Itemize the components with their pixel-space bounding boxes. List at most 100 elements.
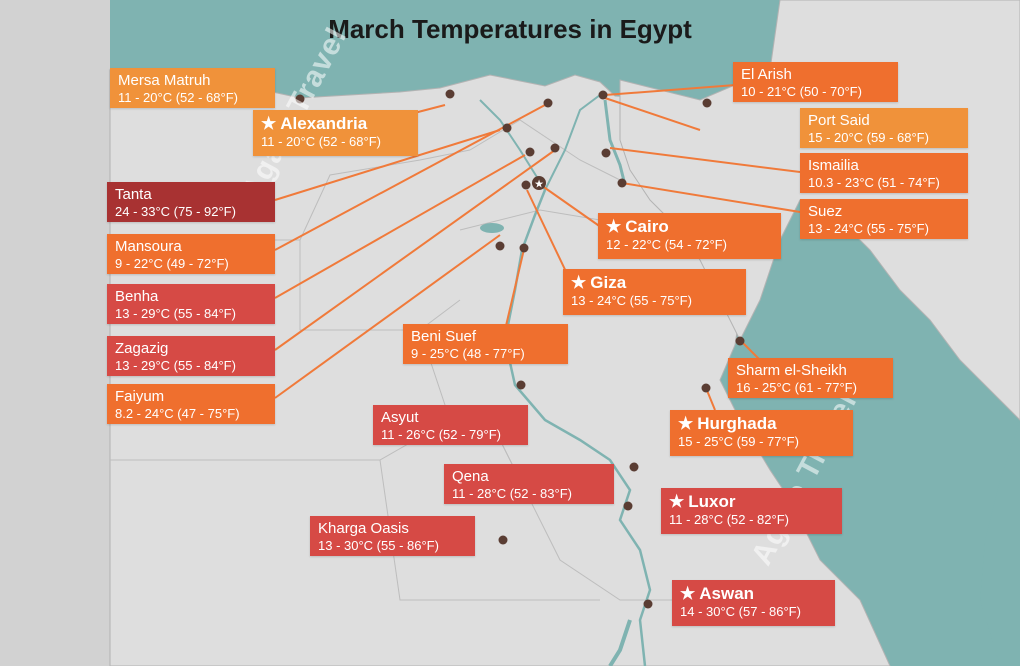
city-label-benha: Benha 13 - 29°C (55 - 84°F) (107, 284, 275, 324)
city-label-alexandria: ★ Alexandria 11 - 20°C (52 - 68°F) (253, 110, 418, 156)
city-temperature: 9 - 22°C (49 - 72°F) (115, 256, 229, 271)
dot-tanta (502, 123, 512, 133)
city-label-kharga-oasis: Kharga Oasis 13 - 30°C (55 - 86°F) (310, 516, 475, 556)
city-temperature: 13 - 24°C (55 - 75°F) (808, 221, 929, 236)
city-temperature: 13 - 29°C (55 - 84°F) (115, 358, 236, 373)
city-temperature: 13 - 30°C (55 - 86°F) (318, 538, 439, 553)
city-name: Sharm el-Sheikh (736, 362, 885, 380)
city-label-tanta: Tanta 24 - 33°C (75 - 92°F) (107, 182, 275, 222)
city-name: Tanta (115, 186, 267, 204)
city-dots (295, 89, 745, 609)
city-temperature: 11 - 20°C (52 - 68°F) (261, 134, 381, 150)
lake-qarun (480, 223, 504, 233)
star-icon: ★ (261, 114, 277, 133)
star-icon: ★ (680, 584, 696, 603)
city-label-beni-suef: Beni Suef 9 - 25°C (48 - 77°F) (403, 324, 568, 364)
city-name: Benha (115, 288, 267, 306)
city-name: El Arish (741, 66, 890, 84)
star-icon: ★ (669, 492, 685, 511)
city-label-cairo: ★ Cairo 12 - 22°C (54 - 72°F) (598, 213, 781, 259)
city-temperature: 10 - 21°C (50 - 70°F) (741, 84, 862, 99)
city-name: ★ Hurghada (678, 414, 845, 434)
city-name-text: Cairo (625, 217, 669, 236)
city-name-text: Kharga Oasis (318, 520, 409, 537)
nile-delta-west (479, 99, 546, 191)
city-temperature: 14 - 30°C (57 - 86°F) (680, 604, 801, 620)
libya-land (0, 0, 120, 666)
city-name: Kharga Oasis (318, 520, 467, 538)
city-name-text: Port Said (808, 112, 870, 129)
dot-benha (525, 147, 535, 157)
dot-mansoura (543, 98, 553, 108)
leader-lines (274, 79, 801, 411)
city-label-giza: ★ Giza 13 - 24°C (55 - 75°F) (563, 269, 746, 315)
city-temperature: 12 - 22°C (54 - 72°F) (606, 237, 727, 253)
dot-faiyum (495, 241, 505, 251)
city-name-text: Mersa Matruh (118, 72, 211, 89)
lake-nasser (608, 619, 632, 666)
city-label-sharm-el-sheikh: Sharm el-Sheikh 16 - 25°C (61 - 77°F) (728, 358, 893, 398)
dot-cairo (532, 176, 546, 190)
city-temperature: 11 - 28°C (52 - 83°F) (452, 486, 572, 501)
city-label-qena: Qena 11 - 28°C (52 - 83°F) (444, 464, 614, 504)
city-name: Mansoura (115, 238, 267, 256)
city-label-mersa-matruh: Mersa Matruh 11 - 20°C (52 - 68°F) (110, 68, 275, 108)
city-name: ★ Giza (571, 273, 738, 293)
dot-el-arish (702, 98, 712, 108)
city-temperature: 15 - 20°C (59 - 68°F) (808, 130, 929, 145)
city-name: Qena (452, 468, 606, 486)
city-label-mansoura: Mansoura 9 - 22°C (49 - 72°F) (107, 234, 275, 274)
city-name-text: Zagazig (115, 340, 169, 357)
city-name-text: Sharm el-Sheikh (736, 362, 847, 379)
city-label-port-said: Port Said 15 - 20°C (59 - 68°F) (800, 108, 968, 148)
city-name: Ismailia (808, 157, 960, 175)
city-name: Zagazig (115, 340, 267, 358)
city-temperature: 11 - 26°C (52 - 79°F) (381, 427, 501, 442)
city-temperature: 24 - 33°C (75 - 92°F) (115, 204, 236, 219)
star-icon: ★ (678, 414, 694, 433)
dot-alexandria (445, 89, 455, 99)
city-label-el-arish: El Arish 10 - 21°C (50 - 70°F) (733, 62, 898, 102)
city-name: ★ Cairo (606, 217, 773, 237)
city-temperature: 13 - 29°C (55 - 84°F) (115, 306, 236, 321)
city-name-text: Alexandria (280, 114, 368, 133)
city-name: Suez (808, 203, 960, 221)
dot-qena (629, 462, 639, 472)
city-label-ismailia: Ismailia 10.3 - 23°C (51 - 74°F) (800, 153, 968, 193)
dot-sharm-el-sheikh (735, 336, 745, 346)
city-temperature: 11 - 28°C (52 - 82°F) (669, 512, 789, 528)
city-name: Mersa Matruh (118, 72, 267, 90)
city-name-text: Benha (115, 288, 159, 305)
dot-suez (617, 178, 627, 188)
dot-hurghada (701, 383, 711, 393)
city-label-faiyum: Faiyum 8.2 - 24°C (47 - 75°F) (107, 384, 275, 424)
city-name-text: El Arish (741, 66, 792, 83)
star-icon: ★ (606, 217, 622, 236)
city-name-text: Faiyum (115, 388, 165, 405)
star-icon: ★ (571, 273, 587, 292)
city-label-suez: Suez 13 - 24°C (55 - 75°F) (800, 199, 968, 239)
dot-zagazig (550, 143, 560, 153)
city-name: ★ Luxor (669, 492, 834, 512)
nile-delta-east (544, 94, 601, 191)
city-name: ★ Alexandria (261, 114, 410, 134)
city-name: ★ Aswan (680, 584, 827, 604)
city-temperature: 13 - 24°C (55 - 75°F) (571, 293, 692, 309)
city-name: Port Said (808, 112, 960, 130)
city-name-text: Asyut (381, 409, 419, 426)
map-title: March Temperatures in Egypt (328, 14, 692, 44)
dot-aswan (643, 599, 653, 609)
city-label-aswan: ★ Aswan 14 - 30°C (57 - 86°F) (672, 580, 835, 626)
city-label-zagazig: Zagazig 13 - 29°C (55 - 84°F) (107, 336, 275, 376)
city-name-text: Tanta (115, 186, 152, 203)
city-temperature: 9 - 25°C (48 - 77°F) (411, 346, 525, 361)
dot-giza (521, 180, 531, 190)
cairo-capital-star-icon: ★ (534, 178, 544, 191)
city-name-text: Hurghada (697, 414, 777, 433)
suez-canal (603, 99, 627, 186)
city-temperature: 10.3 - 23°C (51 - 74°F) (808, 175, 940, 190)
city-name-text: Luxor (688, 492, 736, 511)
city-name-text: Ismailia (808, 157, 859, 174)
city-name-text: Suez (808, 203, 843, 220)
dot-ismailia (601, 148, 611, 158)
